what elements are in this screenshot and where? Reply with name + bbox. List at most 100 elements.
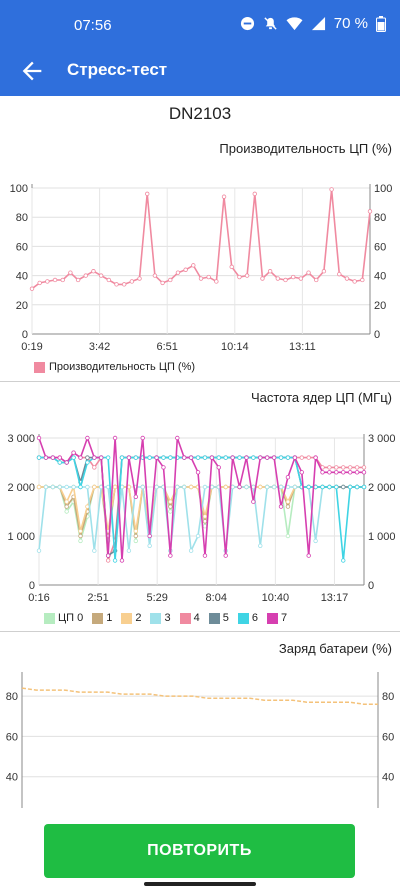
data-point	[361, 470, 367, 475]
data-point	[78, 528, 83, 534]
data-point	[78, 484, 83, 490]
core-frequency-chart: 0 0 1 000 1 000 2 000 2 000 3 000 3 000 0:16 2:51…	[7, 433, 396, 604]
data-point	[188, 455, 194, 460]
x-tick-label: 5:29	[146, 592, 167, 604]
data-point	[334, 470, 339, 475]
cpu-legend: Производительность ЦП (%)	[34, 361, 195, 373]
page-title: Стресс-тест	[67, 60, 168, 79]
divider	[0, 631, 400, 632]
data-point	[321, 269, 327, 274]
signal-icon	[311, 16, 325, 31]
data-point	[64, 484, 69, 490]
data-point	[92, 455, 97, 460]
y-tick-label-left: 60	[16, 241, 28, 253]
data-point	[92, 465, 97, 470]
data-point	[92, 548, 97, 553]
data-point	[237, 455, 242, 460]
x-tick-label: 0:16	[28, 592, 49, 604]
legend-item-core5: 5	[208, 612, 229, 624]
data-point	[64, 504, 69, 509]
data-point	[68, 270, 73, 275]
legend-item-core6: 6	[237, 612, 258, 624]
data-point	[285, 475, 291, 480]
data-point	[114, 282, 119, 287]
data-point	[57, 484, 62, 490]
status-icons: 70 %	[240, 15, 386, 32]
data-point	[161, 465, 166, 470]
data-point	[299, 455, 304, 460]
data-point	[278, 484, 284, 490]
data-point	[334, 465, 339, 470]
data-point	[202, 514, 208, 519]
y-tick-label-left: 0	[29, 580, 35, 592]
data-point	[313, 538, 318, 544]
data-point	[329, 187, 334, 192]
data-point	[360, 277, 365, 283]
data-point	[78, 538, 83, 544]
data-point	[352, 279, 357, 284]
data-point	[188, 548, 194, 553]
gesture-bar[interactable]	[144, 882, 256, 886]
data-point	[206, 274, 211, 280]
data-point	[229, 264, 234, 270]
data-point	[64, 460, 69, 465]
data-point	[36, 435, 42, 441]
data-point	[285, 533, 291, 539]
data-point	[112, 435, 118, 441]
data-point	[36, 455, 42, 460]
data-point	[314, 277, 319, 283]
data-point	[327, 465, 332, 470]
data-point	[214, 279, 219, 284]
back-arrow-icon[interactable]	[18, 57, 46, 85]
data-point	[361, 465, 367, 470]
data-point	[251, 484, 256, 490]
data-point	[106, 277, 112, 283]
data-point	[145, 191, 150, 197]
data-point	[140, 435, 145, 441]
y-tick-label-left: 3 000	[7, 433, 35, 445]
data-point	[195, 533, 201, 539]
data-point	[361, 484, 367, 490]
data-point	[37, 280, 42, 286]
status-bar: 07:56 70 %	[0, 0, 400, 48]
data-point	[147, 543, 152, 548]
cpu-legend-label: Производительность ЦП (%)	[49, 361, 196, 373]
data-point	[271, 455, 277, 460]
data-point	[354, 465, 360, 470]
repeat-button[interactable]: ПОВТОРИТЬ	[44, 824, 355, 878]
data-point	[341, 470, 346, 475]
data-point	[71, 484, 76, 490]
data-point	[152, 273, 158, 278]
data-point	[112, 558, 118, 563]
y-tick-label-left: 20	[16, 300, 28, 312]
y-tick-label-right: 3 000	[368, 433, 396, 445]
data-point	[154, 455, 159, 460]
data-point	[285, 504, 291, 509]
dnd-icon	[240, 16, 254, 31]
data-point	[306, 455, 311, 460]
data-point	[285, 455, 291, 460]
data-point	[175, 435, 180, 441]
data-point	[327, 470, 332, 475]
data-point	[202, 553, 208, 558]
legend-item-core0: ЦП 0	[44, 612, 83, 624]
legend-item-core7: 7	[266, 612, 287, 624]
data-point	[341, 465, 346, 470]
data-point	[320, 470, 325, 475]
data-point	[75, 277, 81, 283]
data-point	[341, 484, 346, 490]
data-point	[168, 553, 173, 558]
data-point	[137, 276, 142, 281]
data-point	[275, 276, 281, 281]
status-time: 07:56	[74, 17, 112, 34]
freq-legend: ЦП 0 1 2 3 4 5 6 7	[44, 612, 287, 624]
data-point	[334, 484, 339, 490]
data-point	[283, 277, 288, 283]
data-point	[195, 455, 201, 460]
data-point	[237, 484, 242, 490]
data-point	[91, 269, 96, 274]
data-point	[175, 270, 181, 275]
legend-item-core2: 2	[121, 612, 141, 624]
data-point	[83, 273, 88, 278]
data-point	[285, 499, 291, 504]
